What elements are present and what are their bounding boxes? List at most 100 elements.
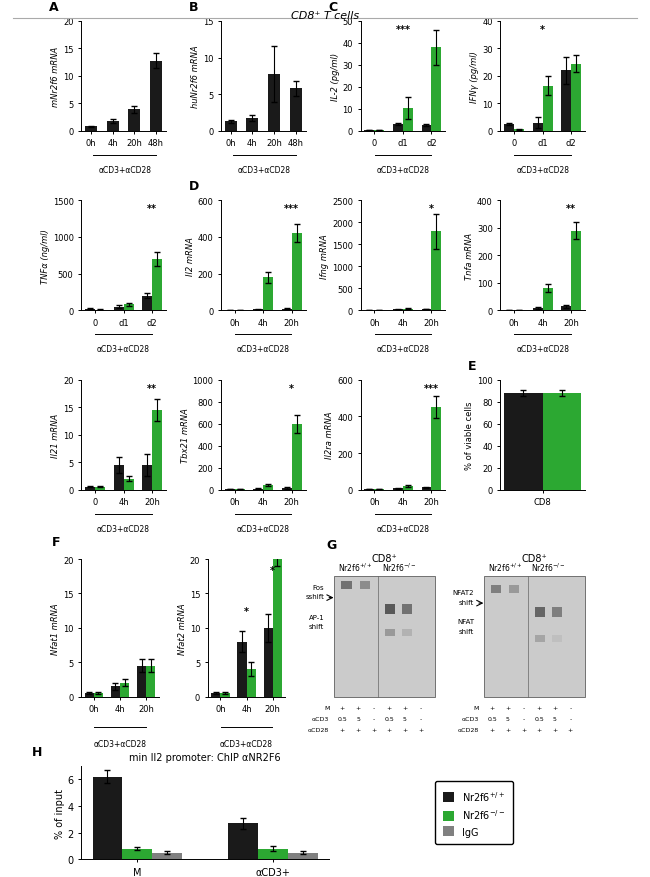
Bar [514,131,524,132]
Text: 0.5: 0.5 [337,717,347,721]
Bar [129,111,140,132]
Bar [504,394,543,490]
Text: αCD3+αCD28: αCD3+αCD28 [98,166,151,175]
Text: αCD3+αCD28: αCD3+αCD28 [376,166,430,175]
Y-axis label: Il21 mRNA: Il21 mRNA [51,413,60,457]
Bar [288,852,318,859]
Text: **: ** [566,204,576,214]
Bar [94,694,103,696]
Bar [122,849,152,859]
Text: -: - [569,717,571,721]
Text: F: F [52,536,60,549]
Text: -: - [372,705,375,710]
Text: D: D [188,180,199,193]
Y-axis label: IFNγ (pg/ml): IFNγ (pg/ml) [471,51,479,103]
Y-axis label: Il2ra mRNA: Il2ra mRNA [326,411,334,459]
Y-axis label: Ifng mRNA: Ifng mRNA [320,233,329,278]
Text: αCD3+αCD28: αCD3+αCD28 [97,345,150,354]
FancyBboxPatch shape [334,576,435,696]
Text: +: + [402,705,408,710]
Bar [85,488,95,490]
Text: sshift: sshift [306,594,324,600]
Text: CD8⁺: CD8⁺ [522,553,547,564]
Text: Nr2f6$^{+/+}$: Nr2f6$^{+/+}$ [338,561,373,574]
Text: +: + [371,727,376,732]
Text: 5: 5 [403,717,407,721]
Text: -: - [523,717,525,721]
Text: αCD3+αCD28: αCD3+αCD28 [237,345,290,354]
Text: *: * [270,566,275,575]
Text: C: C [328,1,337,14]
Bar [533,309,543,310]
Text: 0.5: 0.5 [534,717,544,721]
Text: M: M [474,705,479,710]
Text: *: * [540,25,545,35]
Bar [432,408,441,490]
Title: min Il2 promoter: ChIP αNR2F6: min Il2 promoter: ChIP αNR2F6 [129,752,281,763]
Bar [491,586,501,594]
Text: αCD28: αCD28 [308,727,330,732]
Text: -: - [523,705,525,710]
Text: αCD3: αCD3 [312,717,330,721]
Bar [385,630,395,637]
Text: +: + [552,727,558,732]
Legend: Nr2f6$^{+/+}$, Nr2f6$^{-/-}$, IgG: Nr2f6$^{+/+}$, Nr2f6$^{-/-}$, IgG [435,781,514,845]
Text: NFAT2: NFAT2 [452,589,474,595]
Text: 5: 5 [356,717,360,721]
Text: -: - [419,717,422,721]
Bar [152,852,182,859]
Bar [290,89,302,132]
Bar [374,131,384,132]
Text: 5: 5 [506,717,510,721]
Text: +: + [505,727,510,732]
Text: *: * [244,606,249,617]
Text: AP-1: AP-1 [309,614,324,620]
Text: αCD3+αCD28: αCD3+αCD28 [238,166,291,175]
Text: αCD3+αCD28: αCD3+αCD28 [97,524,150,533]
Text: 0.5: 0.5 [384,717,394,721]
Bar [114,307,124,310]
Bar [142,296,152,310]
Bar [282,488,292,490]
Text: Nr2f6$^{-/-}$: Nr2f6$^{-/-}$ [532,561,566,574]
Text: shift: shift [459,628,474,634]
Text: αCD3+αCD28: αCD3+αCD28 [376,345,430,354]
Bar [385,605,395,615]
Text: -: - [419,705,422,710]
Bar [124,305,133,310]
Bar [359,581,370,589]
Text: shift: shift [459,599,474,605]
Bar [402,605,412,615]
Y-axis label: Nfat2 mRNA: Nfat2 mRNA [178,602,187,654]
Bar [543,394,581,490]
Bar [534,608,545,617]
Text: αCD3+αCD28: αCD3+αCD28 [94,739,146,748]
Bar [152,410,162,490]
Bar [292,424,302,490]
Bar [268,75,280,132]
Bar [504,125,514,132]
Bar [137,666,146,696]
Text: +: + [387,705,392,710]
Bar [146,666,155,696]
Text: +: + [552,705,558,710]
Text: *: * [289,383,294,393]
Text: +: + [489,727,495,732]
Text: Fos: Fos [313,584,324,590]
Bar [142,466,152,490]
Bar [211,694,220,696]
Text: +: + [356,727,361,732]
Y-axis label: IL-2 (pg/ml): IL-2 (pg/ml) [331,53,339,101]
Bar [273,556,282,696]
Text: G: G [326,538,337,552]
Bar [571,232,581,310]
Bar [393,125,403,132]
Bar [254,489,263,490]
Text: CD8⁺ T cells: CD8⁺ T cells [291,11,359,21]
Text: *: * [429,204,434,214]
Text: H: H [32,745,42,758]
Y-axis label: Il2 mRNA: Il2 mRNA [186,237,194,275]
Text: +: + [340,705,345,710]
Bar [246,118,259,132]
Bar [552,608,562,617]
